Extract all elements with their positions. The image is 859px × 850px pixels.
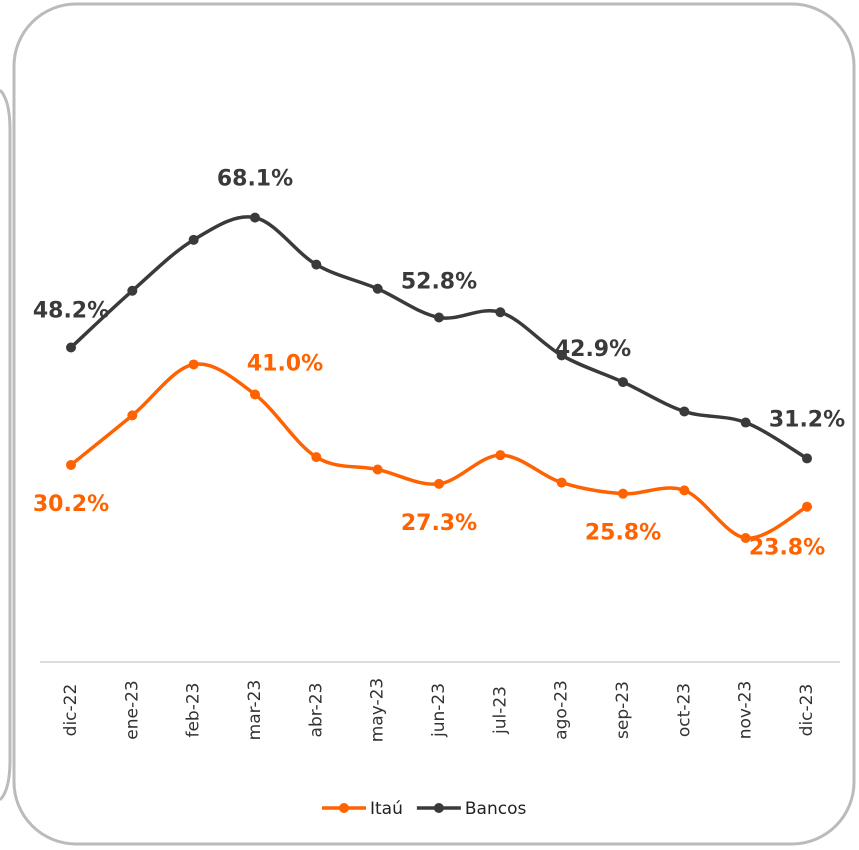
- x-tick-label: sep-23: [613, 681, 633, 739]
- x-tick-label: dic-23: [797, 684, 817, 737]
- data-label: 52.8%: [401, 269, 477, 294]
- x-tick-label: mar-23: [245, 680, 265, 741]
- point: [434, 312, 444, 323]
- card-frame: [12, 2, 856, 846]
- x-tick-label: nov-23: [736, 681, 756, 740]
- legend-marker: [433, 803, 444, 813]
- left-panel-edge: [0, 88, 12, 802]
- point: [802, 453, 812, 464]
- point: [66, 342, 76, 353]
- data-label: 68.1%: [217, 167, 293, 192]
- x-tick-label: oct-23: [674, 683, 694, 737]
- data-label: 31.2%: [769, 407, 845, 432]
- x-tick-label: may-23: [368, 678, 388, 743]
- x-tick-label: jul-23: [490, 686, 510, 735]
- point: [618, 488, 628, 499]
- point: [250, 212, 260, 223]
- data-label: 25.8%: [585, 521, 661, 546]
- data-label: 23.8%: [749, 536, 825, 561]
- point: [802, 501, 812, 512]
- point: [495, 307, 506, 318]
- point: [556, 350, 567, 361]
- legend-label: Itaú: [370, 799, 403, 819]
- point: [679, 406, 690, 417]
- point: [311, 452, 322, 463]
- x-tick-label: ene-23: [122, 680, 142, 739]
- point: [372, 464, 383, 475]
- point: [495, 450, 506, 461]
- point: [679, 485, 690, 496]
- x-tick-label: jun-23: [429, 683, 449, 738]
- data-label: 48.2%: [33, 298, 109, 323]
- point: [250, 389, 260, 400]
- point: [740, 417, 751, 428]
- legend-label: Bancos: [465, 799, 527, 819]
- point: [740, 533, 751, 544]
- point: [556, 477, 567, 488]
- series-line: [69, 215, 808, 460]
- x-tick-label: dic-22: [61, 684, 81, 737]
- point: [127, 410, 138, 421]
- point: [127, 285, 138, 296]
- point: [372, 283, 383, 294]
- point: [188, 359, 199, 370]
- point: [311, 259, 322, 270]
- data-label: 30.2%: [33, 492, 109, 517]
- point: [188, 234, 199, 245]
- data-label: 41.0%: [247, 351, 323, 376]
- x-tick-label: abr-23: [306, 683, 326, 738]
- data-label: 42.9%: [555, 337, 631, 362]
- x-tick-label: ago-23: [552, 680, 572, 740]
- x-tick-label: feb-23: [184, 682, 204, 737]
- data-label: 27.3%: [401, 511, 477, 536]
- legend-marker: [339, 803, 349, 813]
- point: [618, 377, 628, 388]
- point: [66, 459, 76, 470]
- point: [434, 478, 444, 489]
